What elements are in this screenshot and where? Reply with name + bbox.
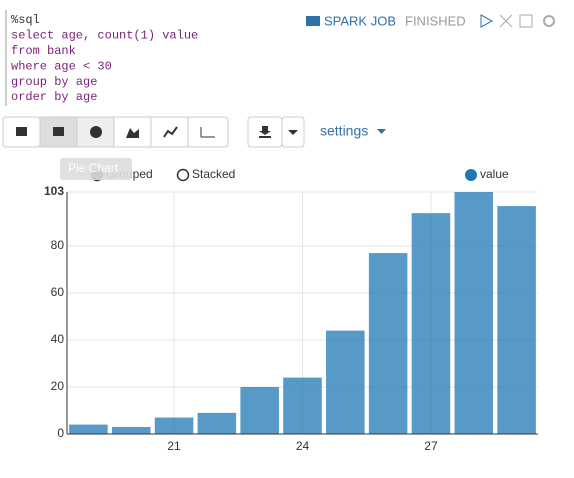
- x-tick-label: 27: [424, 439, 438, 453]
- icon: [288, 130, 298, 135]
- code-line: group by age: [11, 75, 97, 89]
- icon: [90, 126, 102, 138]
- bar: [69, 424, 108, 434]
- settings-link[interactable]: settings: [320, 123, 368, 139]
- bar: [111, 426, 151, 434]
- legend-swatch: [465, 169, 477, 181]
- bar: [283, 377, 322, 434]
- hide-editor[interactable]: [499, 14, 513, 28]
- y-tick-label: 20: [51, 379, 65, 393]
- x-tick-label: 21: [167, 439, 181, 453]
- bar: [497, 206, 536, 434]
- radio[interactable]: [176, 168, 190, 182]
- settings-gear[interactable]: [543, 15, 555, 27]
- bar: [368, 253, 408, 434]
- y-tick-label: 40: [51, 332, 65, 346]
- chart-toolbar: settings: [2, 116, 386, 148]
- icon: [163, 126, 178, 138]
- bar: [154, 417, 194, 434]
- scatter-button[interactable]: [187, 116, 229, 148]
- code-line: order by age: [11, 90, 97, 104]
- legend-label: value: [480, 167, 509, 181]
- caret: [377, 129, 386, 134]
- tooltip-box: [60, 158, 132, 180]
- y-tick-label: 80: [51, 238, 65, 252]
- book-icon[interactable]: [519, 14, 533, 28]
- icon: [259, 126, 271, 138]
- bar: [197, 412, 237, 434]
- chart: GroupedStackedvalue020406080103212427: [44, 167, 538, 453]
- y-tick-label: 60: [51, 285, 65, 299]
- icon: [200, 127, 215, 138]
- status: FINISHED: [405, 13, 466, 28]
- y-tick-label: 103: [44, 184, 64, 198]
- run-button[interactable]: [480, 14, 494, 28]
- icon: [126, 128, 139, 138]
- x-tick-label: 24: [296, 439, 310, 453]
- bar: [240, 387, 279, 434]
- code-line: where age < 30: [11, 59, 112, 73]
- tooltip: Pie Chart: [68, 161, 119, 175]
- bar: [326, 330, 365, 434]
- bar: [411, 213, 451, 434]
- y-tick-label: 0: [57, 426, 64, 440]
- code-line: select age, count(1) value: [11, 29, 198, 43]
- job-icon: [306, 16, 320, 26]
- code-line: %sql: [11, 13, 40, 27]
- bar: [454, 192, 494, 434]
- icon: [53, 127, 64, 136]
- code-border: [5, 10, 7, 106]
- radio-label: Stacked: [192, 167, 235, 181]
- icon: [16, 127, 27, 136]
- spark-job-link[interactable]: SPARK JOB: [324, 13, 396, 28]
- code-line: from bank: [11, 44, 76, 58]
